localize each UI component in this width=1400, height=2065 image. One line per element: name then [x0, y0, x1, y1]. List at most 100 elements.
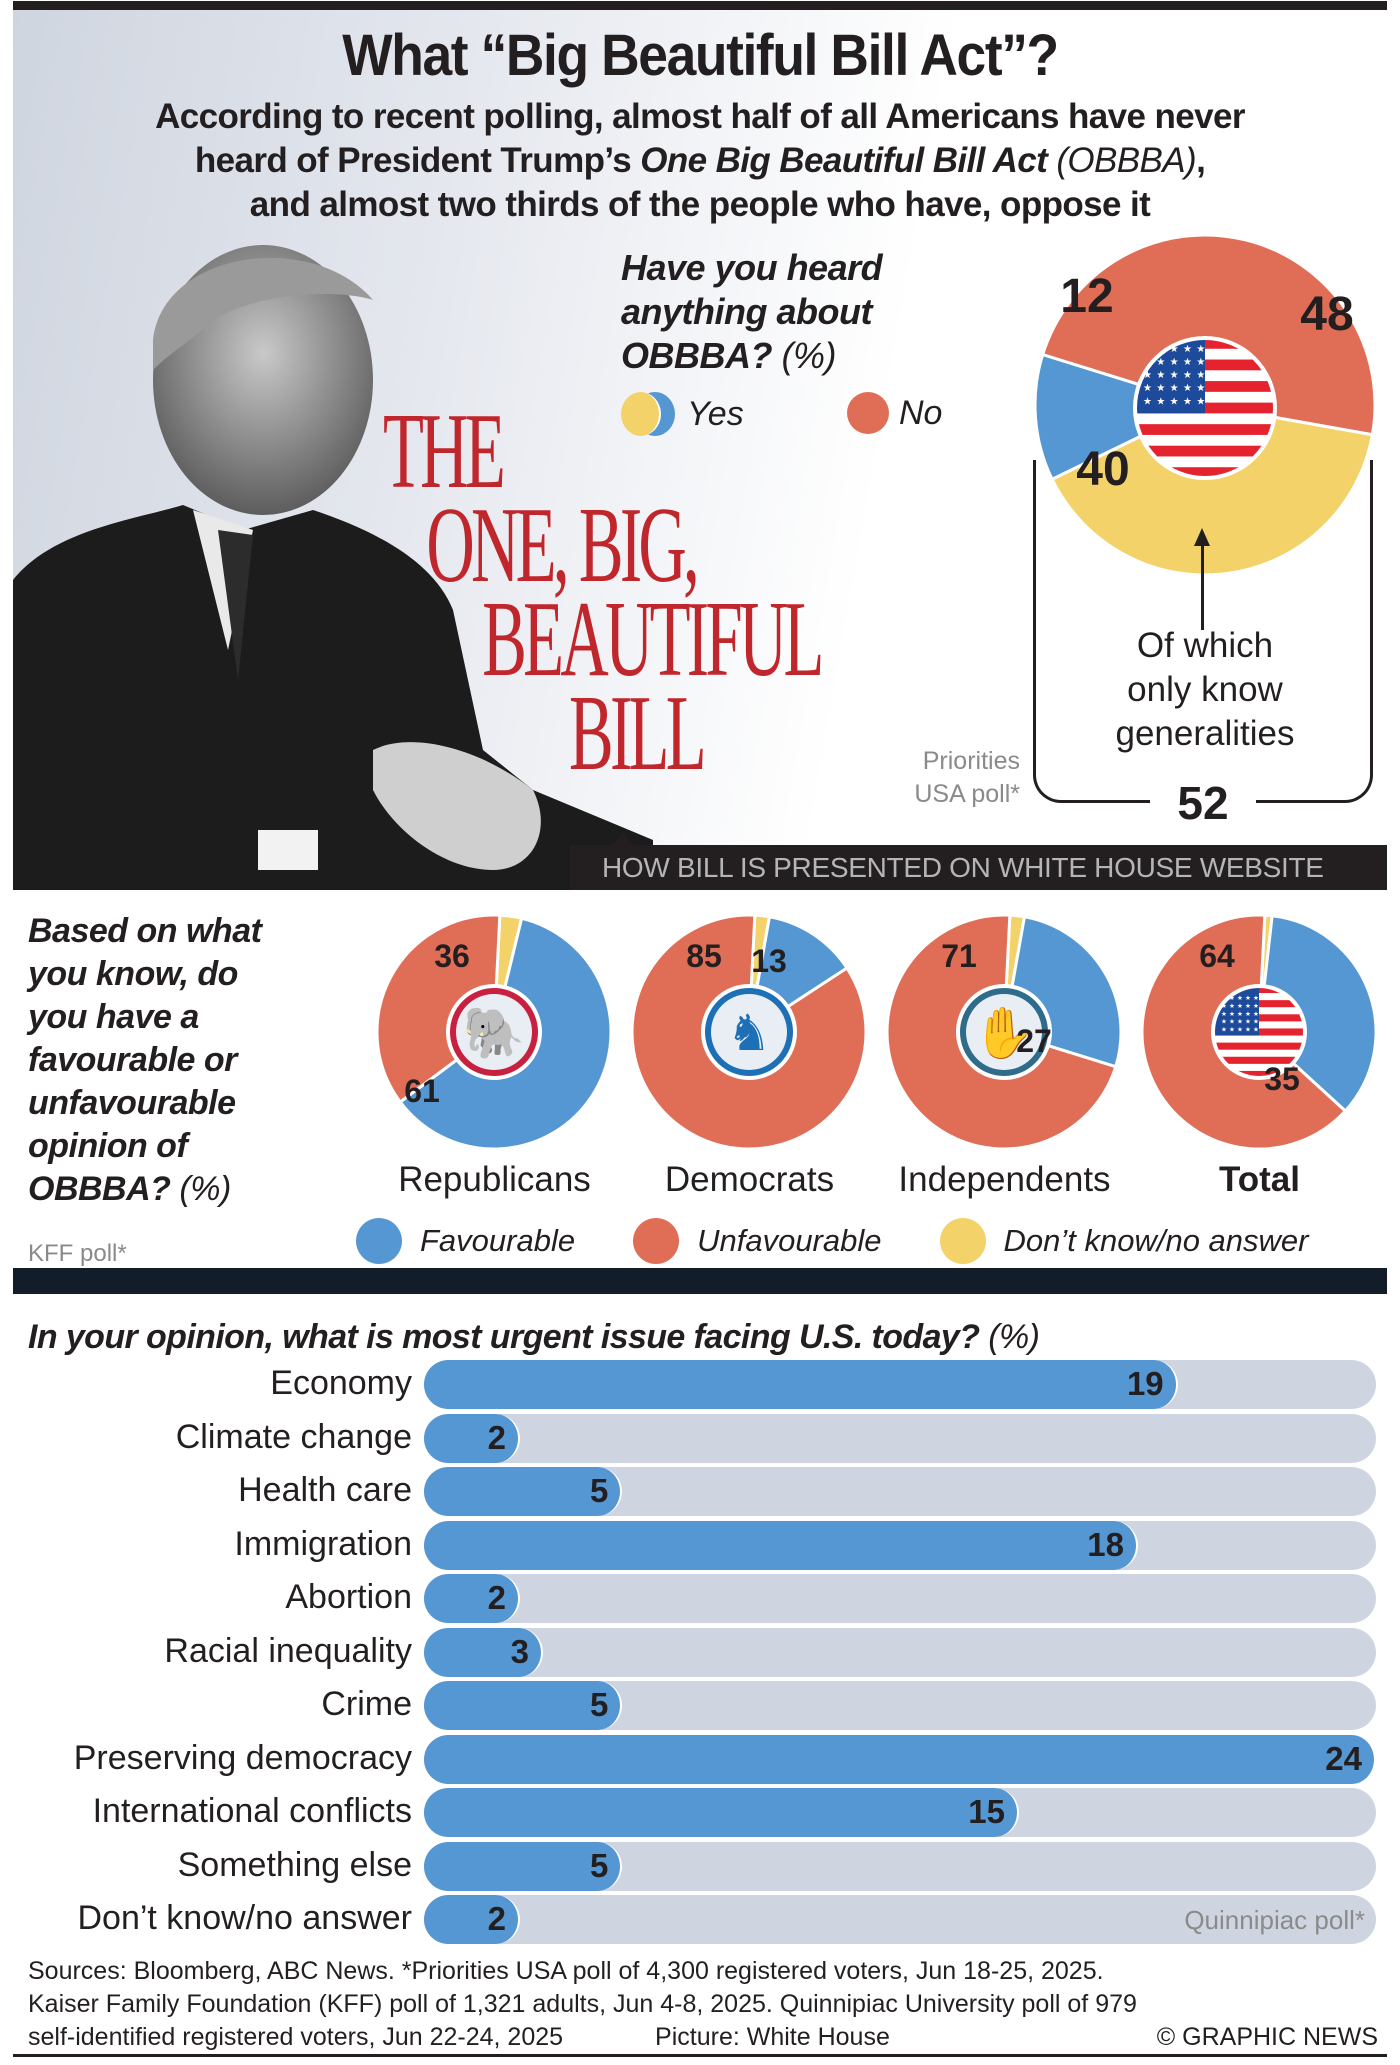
- arrow-shaft: [1201, 535, 1204, 630]
- copyright: © GRAPHIC NEWS: [1156, 2023, 1378, 2051]
- heard-question: Have you heard anything about OBBBA? (%): [621, 246, 883, 378]
- us-flag-icon: ★★★★★★★★★★★★★★★★★★★★★★★★★: [1211, 984, 1307, 1080]
- slice-unfavourable: [375, 913, 502, 1105]
- bill-acronym: (OBBBA): [1047, 141, 1197, 180]
- unfavourable-swatch-icon: [633, 1218, 680, 1264]
- bar-row: Abortion 2: [0, 1574, 1400, 1623]
- bar-value-label: 24: [1325, 1739, 1362, 1777]
- bar-category-label: Racial inequality: [164, 1631, 412, 1670]
- bar-row: Preserving democracy 24: [0, 1734, 1400, 1784]
- svg-text:★: ★: [1170, 344, 1179, 355]
- white-house-headline: THE ONE, BIG, BEAUTIFUL BILL: [383, 398, 824, 793]
- question-line: OBBBA? (%): [28, 1168, 348, 1211]
- bar: [424, 1574, 520, 1623]
- legend-no: No: [847, 392, 942, 434]
- svg-text:★: ★: [1221, 1018, 1227, 1026]
- svg-text:★: ★: [1156, 383, 1165, 394]
- unfavourable-value: 85: [686, 938, 722, 974]
- trump-portrait-photo: [13, 230, 653, 890]
- bar-category-label: Don’t know/no answer: [77, 1899, 412, 1937]
- legend-label: Unfavourable: [697, 1223, 882, 1258]
- unit-label: (%): [771, 335, 836, 376]
- group-label-republicans: Republicans: [398, 1160, 591, 1199]
- bar-category-label: Something else: [177, 1845, 412, 1884]
- svg-text:★: ★: [1183, 396, 1192, 407]
- bar: [424, 1895, 520, 1944]
- source-line: Kaiser Family Foundation (KFF) poll of 1…: [28, 1990, 1137, 2018]
- bill-name: One Big Beautiful Bill Act: [640, 141, 1048, 180]
- headline-line: BILL: [569, 674, 707, 793]
- caption-pointer-icon: [613, 832, 633, 845]
- source-line: self-identified registered voters, Jun 2…: [28, 2021, 1388, 2054]
- arrow-up-icon: [1194, 528, 1210, 546]
- bar-value-label: 15: [968, 1793, 1005, 1830]
- question-line: unfavourable: [28, 1084, 236, 1122]
- annotation-line: generalities: [1115, 714, 1295, 753]
- photo-caption: HOW BILL IS PRESENTED ON WHITE HOUSE WEB…: [570, 845, 1387, 890]
- subtitle-line-2: heard of President Trump’s One Big Beaut…: [13, 139, 1387, 183]
- svg-text:★: ★: [1196, 344, 1205, 355]
- favourable-value: 13: [751, 943, 787, 979]
- donut-slice-yes-know-details: [1033, 352, 1210, 482]
- bar: [424, 1734, 1376, 1784]
- yes-total-value: 52: [1177, 777, 1229, 829]
- bar-value-label: 2: [487, 1900, 506, 1937]
- bar: [424, 1681, 623, 1730]
- bar-track: [424, 1574, 1376, 1623]
- bar: [424, 1627, 543, 1677]
- favourable-swatch-icon: [356, 1218, 402, 1264]
- question-line: opinion of: [28, 1127, 188, 1165]
- priorities-source: Priorities USA poll*: [880, 745, 1020, 811]
- dont-know-swatch-icon: [939, 1218, 986, 1264]
- svg-text:★: ★: [1237, 1010, 1243, 1018]
- source-line: USA poll*: [914, 780, 1020, 808]
- bar-category-label: Crime: [321, 1685, 412, 1723]
- legend-unfavourable: Unfavourable: [633, 1218, 882, 1264]
- headline-line: ONE, BIG,: [426, 486, 699, 605]
- bar-value-label: 5: [589, 1686, 609, 1723]
- opinion-chart-democrats: ♞ 13 85: [630, 913, 868, 1151]
- bar-value-label: 19: [1126, 1365, 1164, 1402]
- bar-category-label: Health care: [238, 1471, 412, 1509]
- favourable-value: 35: [1264, 1061, 1300, 1097]
- svg-text:★: ★: [1229, 1026, 1235, 1034]
- svg-text:★: ★: [1245, 1010, 1251, 1018]
- bar-row: Racial inequality 3: [0, 1627, 1400, 1677]
- kff-source: KFF poll*: [28, 1240, 127, 1267]
- annotation-line: only know: [1127, 670, 1283, 709]
- subtitle: According to recent polling, almost half…: [13, 95, 1387, 227]
- favourable-value: 27: [1016, 1023, 1052, 1059]
- legend-yes: Yes: [621, 392, 744, 436]
- svg-text:✋: ✋: [973, 1004, 1035, 1062]
- value-label-48: 48: [1300, 288, 1353, 341]
- question-line: favourable or: [28, 1041, 237, 1079]
- svg-text:★: ★: [1196, 396, 1205, 407]
- section-divider: [13, 1268, 1387, 1294]
- bar-value-label: 2: [487, 1579, 506, 1616]
- svg-text:★: ★: [1143, 383, 1152, 394]
- us-flag-icon: ★★★★★★★★★★★★★★★★★★★★★★★★★: [1133, 336, 1277, 480]
- bar-row: Something else 5: [0, 1841, 1400, 1891]
- question-line: OBBBA? (%): [621, 334, 882, 378]
- favourable-value: 61: [404, 1073, 440, 1109]
- svg-text:★: ★: [1221, 1010, 1227, 1018]
- bar-row: Immigration 18: [0, 1520, 1400, 1570]
- svg-text:★: ★: [1170, 396, 1179, 407]
- opinion-chart-total: ★★★★★★★★★★★★★★★★★★★★★★★★★35 64: [1140, 913, 1378, 1151]
- urgent-question: In your opinion, what is most urgent iss…: [28, 1318, 1040, 1357]
- top-rule: [13, 1, 1387, 10]
- bar-category-label: Climate change: [175, 1417, 412, 1456]
- svg-text:♞: ♞: [727, 1004, 772, 1062]
- bar-row: Economy 19: [0, 1360, 1400, 1409]
- legend-favourable: Favourable: [356, 1218, 575, 1264]
- yes-swatch-icon: [621, 392, 677, 436]
- legend-dont-know: Don’t know/no answer: [939, 1218, 1309, 1264]
- svg-text:★: ★: [1245, 1002, 1251, 1010]
- bar-row: Don’t know/no answer 2: [0, 1895, 1400, 1944]
- bar-category-label: Preserving democracy: [73, 1738, 412, 1777]
- value-label-40: 40: [1076, 443, 1129, 496]
- bar-row: International conflicts 15: [0, 1788, 1400, 1837]
- bar-value-label: 2: [487, 1418, 506, 1456]
- svg-text:★: ★: [1170, 383, 1179, 394]
- unit-label: (%): [979, 1318, 1040, 1356]
